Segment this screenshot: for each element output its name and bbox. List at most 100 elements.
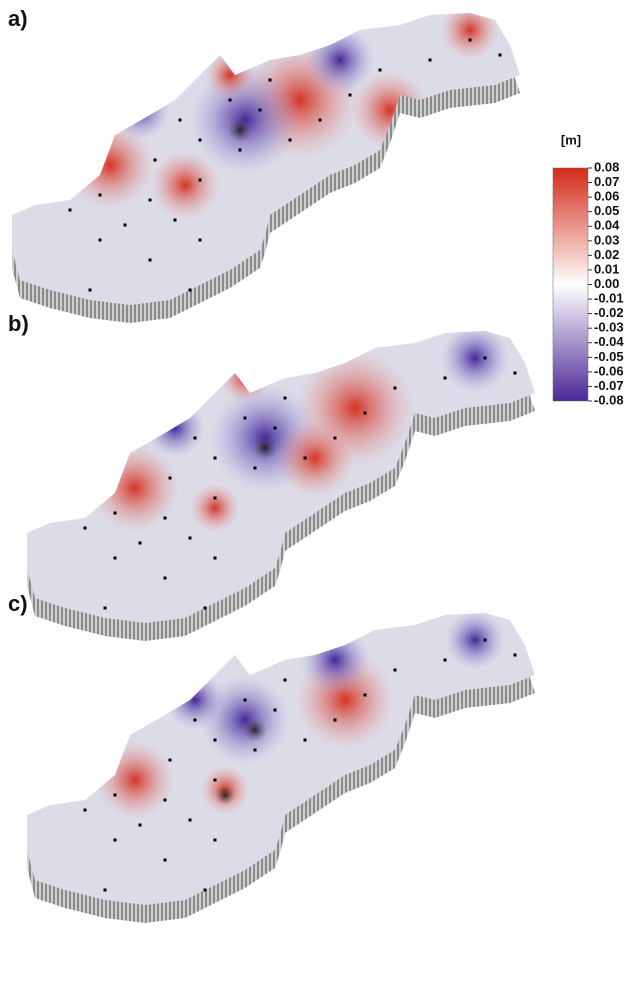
panel-label: a): [8, 6, 28, 31]
field-blob: [150, 150, 220, 220]
station: [163, 516, 167, 520]
station: [163, 798, 167, 802]
station: [363, 693, 367, 697]
station: [113, 511, 117, 515]
station: [148, 258, 152, 262]
field-blob: [253, 436, 277, 460]
station: [393, 668, 397, 672]
colorbar-tick-label: 0.04: [594, 218, 620, 233]
station: [378, 68, 382, 72]
colorbar-tick-label: -0.05: [594, 349, 624, 364]
station: [203, 888, 207, 892]
field-blob: [445, 613, 505, 670]
station: [98, 193, 102, 197]
station: [213, 496, 217, 500]
colorbar-tick-label: 0.05: [594, 203, 619, 218]
station: [198, 238, 202, 242]
station: [138, 823, 142, 827]
station: [98, 238, 102, 242]
colorbar-tick-label: 0.02: [594, 247, 619, 262]
colorbar-tick-label: -0.03: [594, 320, 624, 335]
station: [193, 436, 197, 440]
station: [213, 456, 217, 460]
station: [513, 653, 517, 657]
station: [268, 78, 272, 82]
station: [333, 718, 337, 722]
colorbar-tick-label: -0.01: [594, 291, 624, 306]
map-panel: [12, 13, 520, 323]
colorbar-tick-label: 0.00: [594, 276, 619, 291]
field-blob: [220, 353, 270, 403]
station: [428, 58, 432, 62]
station: [113, 838, 117, 842]
station: [113, 793, 117, 797]
station: [318, 118, 322, 122]
station: [103, 888, 107, 892]
station: [243, 698, 247, 702]
station: [283, 678, 287, 682]
station: [363, 411, 367, 415]
panel-label: b): [8, 311, 29, 336]
station: [138, 541, 142, 545]
colorbar-tick-label: -0.07: [594, 378, 624, 393]
station: [153, 158, 157, 162]
field-blob: [205, 50, 255, 100]
station: [188, 288, 192, 292]
colorbar-bar: [552, 167, 589, 402]
station: [243, 416, 247, 420]
station: [163, 576, 167, 580]
station: [188, 536, 192, 540]
station: [168, 476, 172, 480]
station: [193, 718, 197, 722]
station: [443, 376, 447, 380]
station: [103, 606, 107, 610]
station: [83, 808, 87, 812]
station: [148, 198, 152, 202]
field-blob: [243, 718, 267, 742]
field-blob: [110, 80, 170, 140]
colorbar-tick-label: 0.03: [594, 232, 619, 247]
field-blob: [228, 118, 252, 142]
field-blob: [440, 13, 500, 60]
station: [113, 556, 117, 560]
station: [483, 356, 487, 360]
station: [393, 386, 397, 390]
field-blob: [275, 418, 355, 498]
field-blob: [145, 398, 205, 458]
field-blob: [440, 331, 510, 393]
station: [203, 606, 207, 610]
field-blob: [215, 785, 235, 805]
station: [273, 708, 277, 712]
station: [178, 118, 182, 122]
colorbar-tick-label: 0.06: [594, 189, 619, 204]
station: [173, 218, 177, 222]
station: [213, 738, 217, 742]
station: [333, 436, 337, 440]
station: [273, 426, 277, 430]
station: [238, 148, 242, 152]
station: [443, 658, 447, 662]
station: [163, 858, 167, 862]
colorbar-unit: [m]: [561, 132, 581, 147]
station: [228, 98, 232, 102]
station: [213, 556, 217, 560]
station: [483, 638, 487, 642]
colorbar: 0.080.070.060.050.040.030.020.010.00-0.0…: [552, 159, 624, 407]
field-blob: [190, 483, 240, 533]
station: [468, 38, 472, 42]
colorbar-tick-label: -0.06: [594, 363, 624, 378]
station: [498, 53, 502, 57]
station: [258, 108, 262, 112]
station: [283, 396, 287, 400]
colorbar-tick-label: 0.01: [594, 261, 619, 276]
station: [198, 178, 202, 182]
station: [513, 371, 517, 375]
field-blob: [95, 740, 175, 820]
station: [83, 526, 87, 530]
station: [188, 818, 192, 822]
station: [288, 138, 292, 142]
field-blob: [300, 625, 370, 695]
station: [168, 758, 172, 762]
station: [348, 93, 352, 97]
station: [213, 778, 217, 782]
